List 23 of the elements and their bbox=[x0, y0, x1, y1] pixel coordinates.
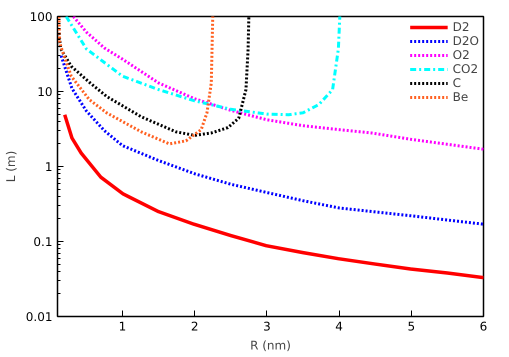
y-tick-label: 10 bbox=[37, 85, 53, 99]
x-tick-label: 1 bbox=[118, 320, 126, 334]
legend-label: CO2 bbox=[452, 62, 478, 76]
line-series bbox=[58, 16, 214, 146]
y-tick-label: 0.1 bbox=[33, 235, 53, 249]
legend-label: C bbox=[452, 76, 462, 90]
legend-label: Be bbox=[452, 90, 470, 104]
y-tick-label: 0.01 bbox=[26, 310, 52, 324]
y-tick-label: 1 bbox=[44, 160, 53, 174]
x-axis-title: R (nm) bbox=[250, 338, 291, 352]
line-series bbox=[72, 16, 484, 151]
legend-label: O2 bbox=[452, 48, 471, 62]
x-tick-label: 4 bbox=[335, 320, 343, 334]
x-tick-label: 6 bbox=[480, 320, 488, 334]
line-series bbox=[62, 112, 484, 280]
y-axis-title: L (m) bbox=[4, 150, 18, 182]
x-tick-label: 2 bbox=[190, 320, 199, 334]
y-tick-label: 100 bbox=[30, 10, 52, 24]
line-series bbox=[64, 16, 342, 116]
x-tick-label: 3 bbox=[263, 320, 271, 334]
x-tick-label: 5 bbox=[407, 320, 416, 334]
legend-label: D2 bbox=[452, 20, 471, 34]
legend-label: D2O bbox=[452, 34, 479, 48]
